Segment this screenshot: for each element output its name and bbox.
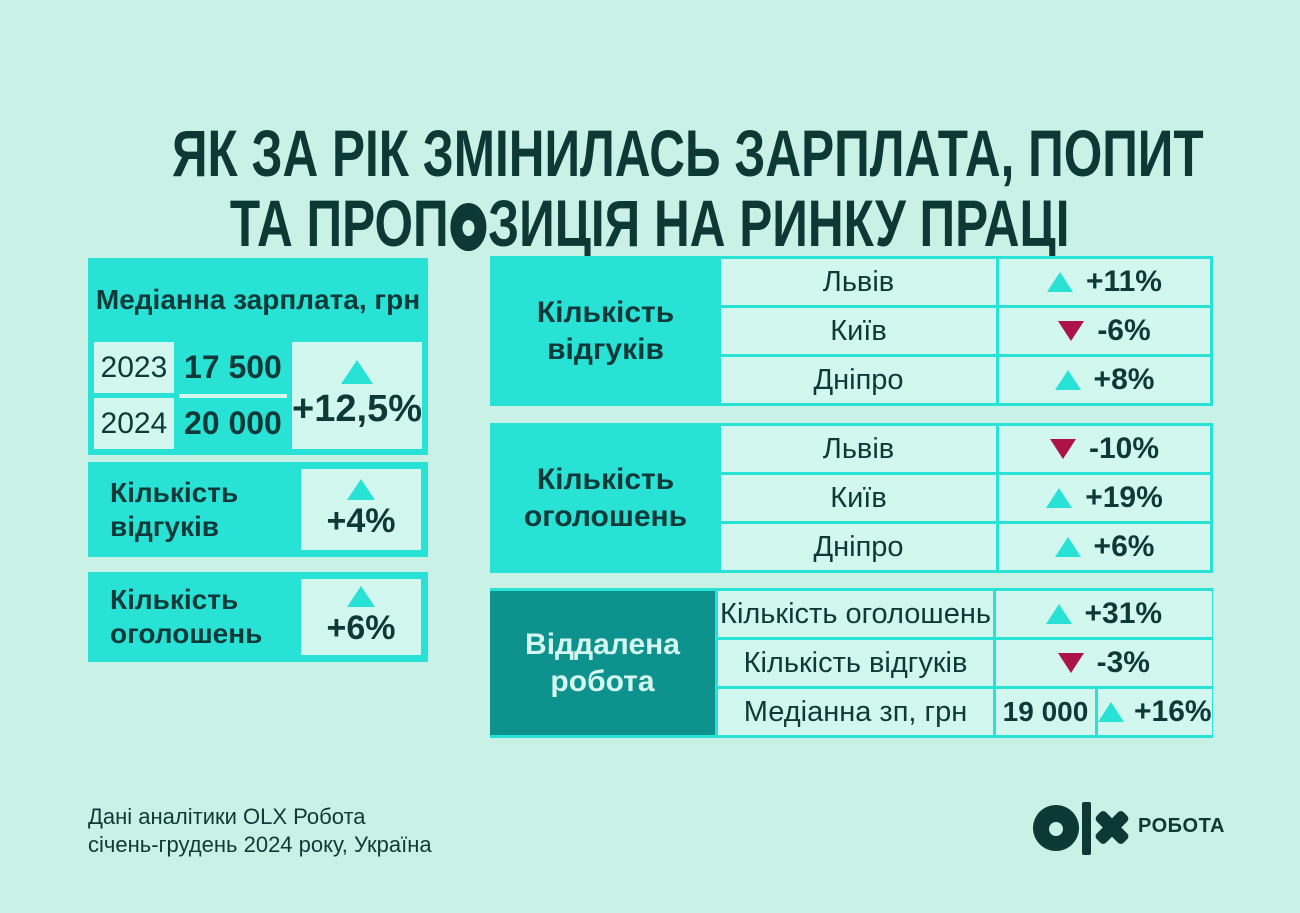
up-triangle-icon	[1045, 604, 1072, 624]
title-line-2-after: ЗИЦІЯ НА РИНКУ ПРАЦІ	[488, 186, 1070, 261]
up-triangle-icon	[1046, 488, 1073, 508]
olx-robota-logo: РОБОТА	[1033, 797, 1224, 857]
olx-l-icon	[1082, 802, 1091, 855]
change-value: +8%	[1093, 363, 1155, 396]
salary-change-cell: +12,5%	[292, 342, 422, 449]
table-remote-work: Віддалена робота Кількість оголошень +31…	[490, 588, 1213, 738]
summary-box-change-cell: +4%	[301, 469, 421, 550]
up-triangle-icon	[1054, 370, 1081, 390]
median-salary-body: 2023 2024 17 500 20 000 +12,5%	[88, 342, 428, 455]
olx-o-icon	[1033, 805, 1079, 851]
summary-box-label: Кількість оголошень	[110, 584, 263, 649]
table-row-value: +8%	[999, 357, 1210, 403]
table-row-label: Кількість оголошень	[718, 591, 993, 637]
down-triangle-icon	[1058, 321, 1085, 341]
summary-box-change-value: +6%	[326, 609, 396, 647]
change-value: +11%	[1086, 265, 1162, 298]
title-line-2: ТА ПРОП ЗИЦІЯ НА РИНКУ ПРАЦІ	[0, 188, 1300, 258]
summary-box-change-cell: +6%	[301, 579, 421, 655]
table-header: Кількість відгуків	[493, 259, 718, 403]
salary-change-value: +12,5%	[292, 388, 422, 430]
summary-box-label: Кількість відгуків	[110, 476, 239, 542]
data-source-note: Дані аналітики OLX Робота січень-грудень…	[88, 803, 432, 859]
table-header: Кількість оголошень	[493, 426, 718, 570]
summary-box-responses: Кількість відгуків +4%	[88, 462, 428, 557]
down-triangle-icon	[1057, 653, 1084, 673]
table-row-label: Львів	[721, 259, 996, 305]
change-value: -6%	[1097, 314, 1151, 347]
title-line-2-before: ТА ПРОП	[230, 186, 449, 261]
table-responses-by-city: Кількість відгуків Львів +11% Київ -6% Д…	[490, 256, 1213, 406]
table-row-value: +19%	[999, 475, 1210, 521]
table-row-value: +31%	[996, 591, 1212, 637]
table-row-label: Дніпро	[721, 524, 996, 570]
up-triangle-icon	[347, 586, 375, 607]
up-triangle-icon	[341, 360, 374, 384]
table-row-label: Кількість відгуків	[718, 640, 993, 686]
up-triangle-icon	[1098, 702, 1124, 722]
year-column: 2023 2024	[94, 342, 174, 449]
summary-box-change-value: +4%	[326, 501, 396, 540]
logo-wordmark: РОБОТА	[1138, 815, 1225, 837]
median-salary-header: Медіанна зарплата, грн	[95, 284, 421, 315]
table-row-label: Київ	[721, 475, 996, 521]
median-salary-box: Медіанна зарплата, грн 2023 2024 17 500 …	[88, 258, 428, 455]
up-triangle-icon	[1054, 537, 1081, 557]
up-triangle-icon	[347, 478, 375, 500]
table-row-value: -3%	[996, 640, 1212, 686]
down-triangle-icon	[1049, 439, 1076, 459]
table-row-label: Медіанна зп, грн	[718, 689, 993, 735]
olx-x-icon	[1095, 811, 1129, 845]
up-triangle-icon	[1047, 272, 1074, 292]
change-value: +6%	[1093, 530, 1155, 563]
change-value: +31%	[1084, 597, 1163, 630]
table-row-value: -6%	[999, 308, 1210, 354]
footer-line-2: січень-грудень 2024 року, Україна	[88, 832, 432, 857]
page-title: ЯК ЗА РІК ЗМІНИЛАСЬ ЗАРПЛАТА, ПОПИТ ТА П…	[0, 118, 1300, 258]
table-row-value: +6%	[999, 524, 1210, 570]
value-column: 17 500 20 000	[178, 342, 288, 449]
salary-value-cell: 17 500	[178, 342, 288, 394]
salary-value-cell: 20 000	[178, 397, 288, 449]
summary-box-ads: Кількість оголошень +6%	[88, 572, 428, 662]
change-value: +16%	[1134, 695, 1212, 728]
table-row-value: +11%	[999, 259, 1210, 305]
table-row-label: Львів	[721, 426, 996, 472]
table-row-value: -10%	[999, 426, 1210, 472]
footer-line-1: Дані аналітики OLX Робота	[88, 804, 366, 829]
title-line-1: ЯК ЗА РІК ЗМІНИЛАСЬ ЗАРПЛАТА, ПОПИТ	[171, 116, 1204, 191]
change-value: -3%	[1096, 646, 1150, 679]
table-header: Віддалена робота	[490, 591, 715, 735]
table-row-label: Дніпро	[721, 357, 996, 403]
year-cell: 2023	[94, 342, 174, 393]
table-ads-by-city: Кількість оголошень Львів -10% Київ +19%…	[490, 423, 1213, 573]
remote-salary-value: 19 000	[996, 689, 1095, 735]
year-cell: 2024	[94, 398, 174, 449]
table-row-value: +16%	[1098, 689, 1212, 735]
change-value: +19%	[1085, 481, 1163, 514]
olx-o-glyph-icon	[450, 202, 487, 251]
table-row-label: Київ	[721, 308, 996, 354]
change-value: -10%	[1088, 432, 1160, 465]
